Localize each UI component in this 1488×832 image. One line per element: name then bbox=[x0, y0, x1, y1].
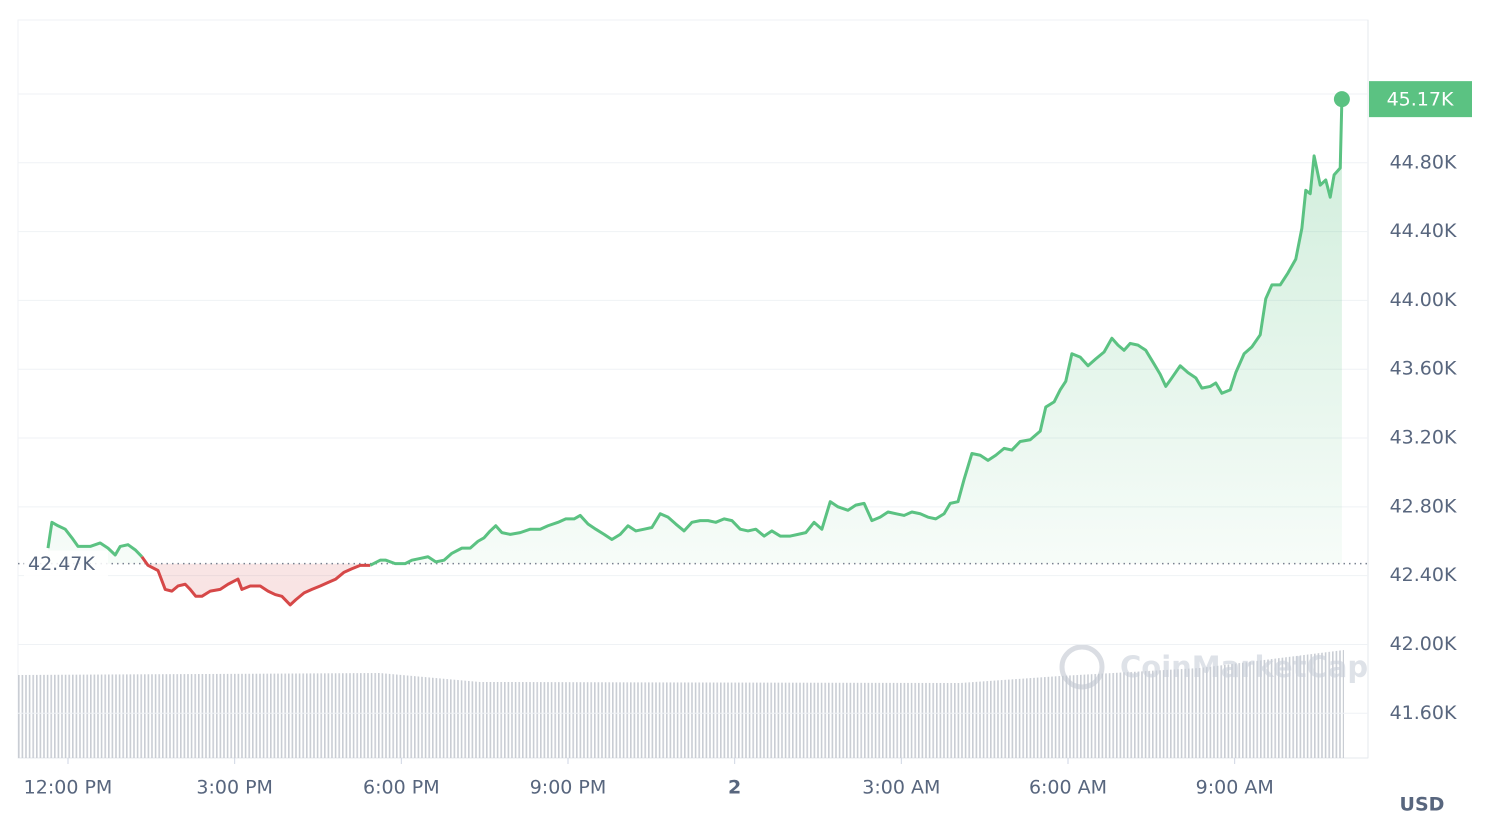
y-tick-label: 42.80K bbox=[1390, 495, 1457, 517]
y-tick-label: 44.80K bbox=[1390, 151, 1457, 173]
y-tick-label: 42.00K bbox=[1390, 633, 1457, 655]
last-price-box bbox=[1369, 81, 1472, 118]
y-unit: USD bbox=[1400, 794, 1445, 816]
y-tick-label: 43.60K bbox=[1390, 358, 1457, 380]
price-line bbox=[140, 555, 371, 607]
x-tick-label: 3:00 PM bbox=[196, 777, 273, 799]
x-tick-label: 9:00 AM bbox=[1196, 777, 1274, 799]
x-tick-label: 6:00 PM bbox=[363, 777, 440, 799]
y-tick-label: 42.40K bbox=[1390, 564, 1457, 586]
x-tick-label: 6:00 AM bbox=[1029, 777, 1107, 799]
volume-bars bbox=[18, 650, 1344, 758]
price-line bbox=[46, 520, 143, 558]
last-price-label: 45.17K bbox=[1387, 89, 1454, 111]
y-tick-label: 44.00K bbox=[1390, 289, 1457, 311]
x-tick-label: 2 bbox=[728, 777, 741, 799]
watermark-text: CoinMarketCap bbox=[1120, 650, 1368, 684]
last-point bbox=[1333, 91, 1350, 108]
x-tick-label: 3:00 AM bbox=[862, 777, 940, 799]
watermark: CoinMarketCap bbox=[1059, 644, 1368, 690]
x-tick-label: 9:00 PM bbox=[530, 777, 607, 799]
x-tick-label: 12:00 PM bbox=[24, 777, 113, 799]
y-tick-label: 43.20K bbox=[1390, 427, 1457, 449]
y-tick-label: 44.40K bbox=[1390, 220, 1457, 242]
watermark-logo bbox=[1059, 644, 1105, 690]
price-line bbox=[369, 99, 1344, 567]
y-tick-label: 41.60K bbox=[1390, 702, 1457, 724]
baseline-label: 42.47K bbox=[28, 553, 95, 575]
baseline-label-bg bbox=[24, 550, 108, 577]
area-up bbox=[48, 99, 1342, 564]
